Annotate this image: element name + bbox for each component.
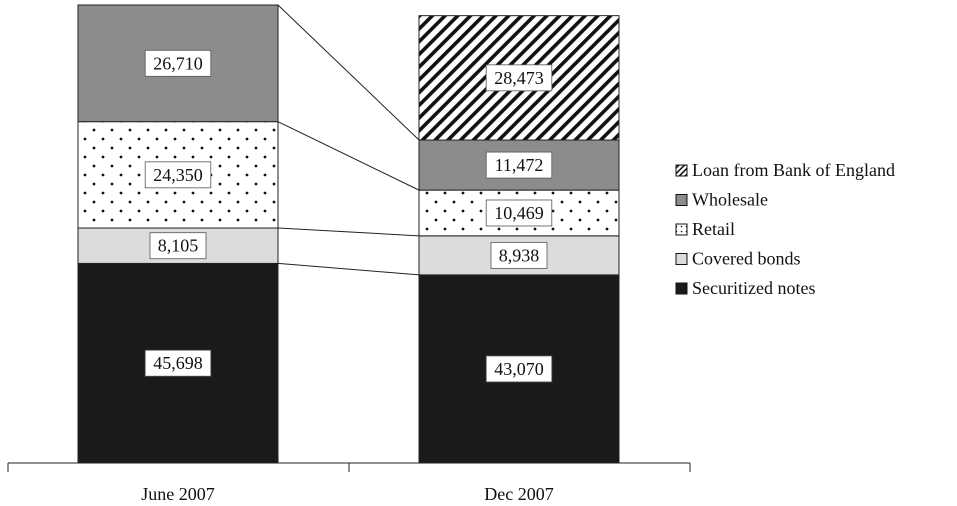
- x-tick-label: Dec 2007: [484, 484, 553, 504]
- legend-label-wholesale: Wholesale: [692, 190, 768, 210]
- legend-label-covered-bonds: Covered bonds: [692, 249, 800, 269]
- data-label-box: [490, 241, 548, 269]
- x-axis: June 2007 Dec 2007: [7, 462, 691, 504]
- data-label: 11,472: [495, 155, 544, 175]
- legend-label-retail: Retail: [692, 219, 735, 239]
- data-label-box: [485, 151, 553, 179]
- data-label-box: [144, 349, 212, 377]
- data-label-box: [144, 161, 212, 189]
- legend-swatch-securitized-notes: [675, 282, 688, 295]
- segment-labels: 45,698 8,105 24,350 26,710 43,070 8,938 10,469…: [144, 49, 553, 383]
- data-label: 8,938: [499, 245, 540, 265]
- bar-segment-wholesale-dec-2007: [418, 139, 620, 191]
- data-label-box: [485, 355, 553, 383]
- data-label-box: [485, 64, 553, 92]
- data-label: 26,710: [153, 53, 203, 73]
- legend-swatch-retail: [675, 223, 688, 236]
- data-label: 28,473: [494, 68, 544, 88]
- data-label: 24,350: [153, 165, 203, 185]
- connector-line: [277, 4, 420, 141]
- legend-swatch-wholesale: [675, 194, 688, 206]
- legend: Loan from Bank of England Wholesale Retail…: [675, 160, 895, 298]
- data-label-box: [485, 199, 553, 227]
- legend-label-securitized-notes: Securitized notes: [692, 278, 815, 298]
- connector-line: [277, 227, 420, 237]
- x-tick-label: June 2007: [141, 484, 215, 504]
- data-label-box: [144, 49, 212, 77]
- connector-line: [277, 262, 420, 276]
- data-label: 45,698: [153, 353, 203, 373]
- legend-swatch-loan-from-bank-of-england: [675, 164, 688, 177]
- connector-lines: [277, 4, 420, 276]
- data-label: 8,105: [158, 236, 199, 256]
- data-label: 43,070: [494, 359, 544, 379]
- data-label: 10,469: [494, 203, 544, 223]
- legend-swatch-covered-bonds: [675, 253, 688, 265]
- legend-label-loan-from-bank-of-england: Loan from Bank of England: [692, 160, 895, 180]
- connector-line: [277, 121, 420, 191]
- data-label-box: [149, 232, 207, 260]
